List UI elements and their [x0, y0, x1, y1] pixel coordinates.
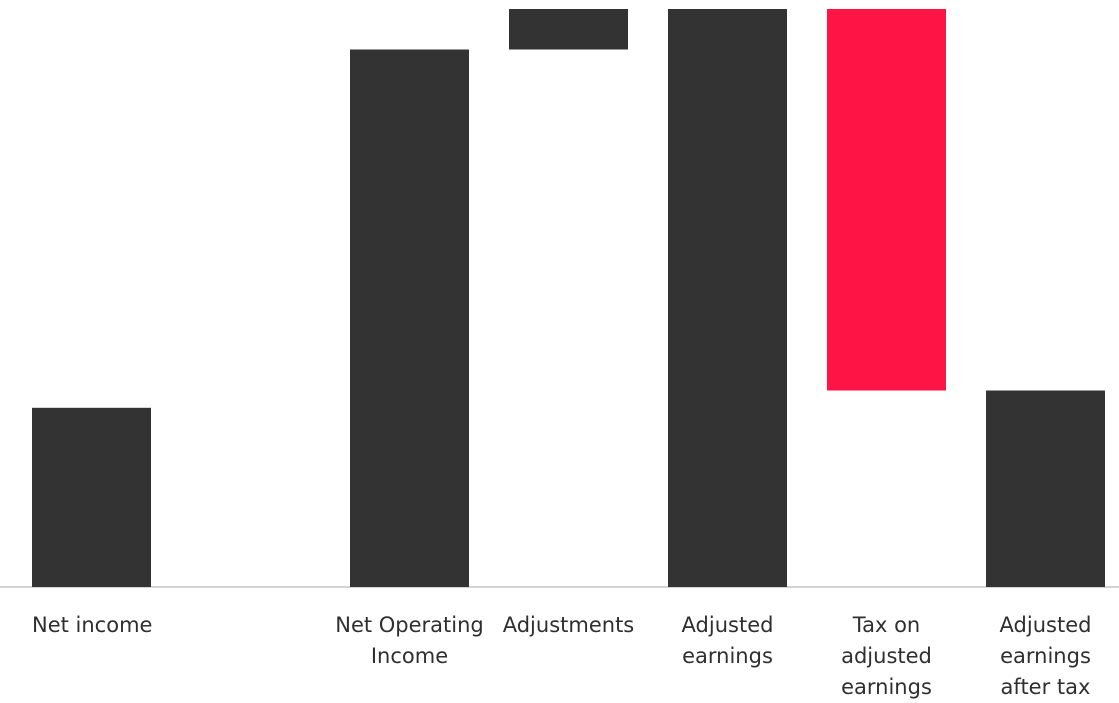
bar-adjusted-earnings: [668, 9, 787, 587]
bar-net-operating-income: [350, 49, 469, 587]
category-label-line: adjusted: [841, 644, 932, 668]
bar-adjusted-earnings-after-tax: [986, 390, 1105, 587]
bar-adjustments: [509, 9, 628, 50]
category-label-line: Adjustments: [503, 613, 635, 637]
category-label-line: Adjusted: [1000, 613, 1092, 637]
category-label-line: Adjusted: [682, 613, 774, 637]
category-labels-group: Net income Net Operating Income Adjustments…: [32, 613, 1091, 699]
category-label-line: earnings: [682, 644, 773, 668]
bars-group: [32, 9, 1105, 587]
bar-tax-on-adjusted-earnings: [827, 9, 946, 391]
category-label-line: after tax: [1001, 675, 1091, 699]
bar-net-income: [32, 407, 151, 587]
category-label-line: Income: [371, 644, 448, 668]
category-label-adjusted-earnings-after-tax: Adjusted earnings after tax: [1000, 613, 1092, 699]
category-label-tax-on-adjusted-earnings: Tax on adjusted earnings: [841, 613, 932, 699]
category-label-adjusted-earnings: Adjusted earnings: [682, 613, 774, 668]
category-label-net-income: Net income: [32, 613, 152, 637]
category-label-line: earnings: [841, 675, 932, 699]
category-label-adjustments: Adjustments: [503, 613, 635, 637]
category-label-line: earnings: [1000, 644, 1091, 668]
category-label-net-operating-income: Net Operating Income: [335, 613, 484, 668]
category-label-line: Net Operating: [335, 613, 484, 637]
category-label-line: Net income: [32, 613, 152, 637]
category-label-line: Tax on: [852, 613, 920, 637]
